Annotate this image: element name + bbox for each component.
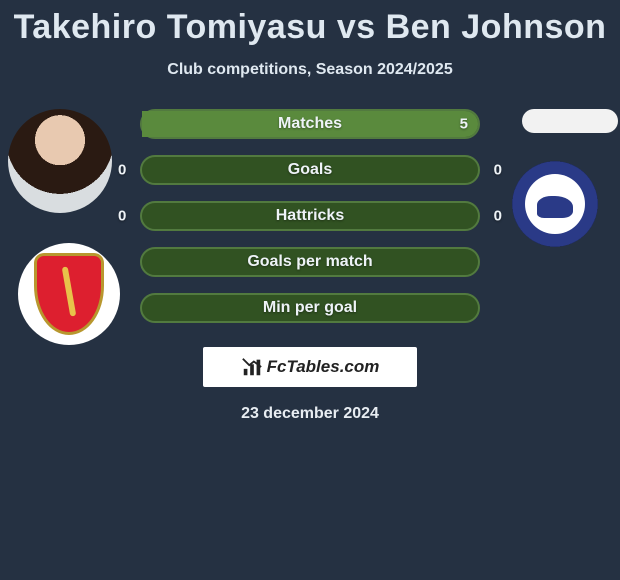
ipswich-crest-icon (525, 174, 585, 234)
stat-label: Hattricks (276, 207, 344, 225)
player-left-avatar (8, 109, 112, 213)
page-subtitle: Club competitions, Season 2024/2025 (0, 61, 620, 79)
stat-label: Min per goal (263, 299, 357, 317)
stat-value-left: 0 (118, 162, 126, 179)
branding-text: FcTables.com (267, 357, 380, 377)
bar-chart-icon (241, 356, 263, 378)
stat-row: Goals00 (140, 155, 480, 185)
player-right-club-crest (512, 161, 598, 247)
page-title: Takehiro Tomiyasu vs Ben Johnson (0, 0, 620, 47)
arsenal-crest-icon (34, 253, 104, 335)
stat-value-right: 0 (494, 208, 502, 225)
player-left-club-crest (18, 243, 120, 345)
stat-row: Matches 5 (140, 109, 480, 139)
player-right-avatar (522, 109, 618, 133)
snapshot-date: 23 december 2024 (0, 405, 620, 423)
stat-value-right: 0 (494, 162, 502, 179)
stat-value-left: 0 (118, 208, 126, 225)
stat-label: Matches (278, 115, 342, 133)
stat-value-right: 5 (460, 116, 468, 133)
comparison-area: Matches5Goals00Hattricks00Goals per matc… (0, 109, 620, 339)
stat-label: Goals (288, 161, 332, 179)
stat-row: Hattricks00 (140, 201, 480, 231)
stat-bars: Matches 5 Goals00 Hattricks00 Goals per matc… (140, 109, 480, 339)
branding-badge: FcTables.com (203, 347, 417, 387)
stat-row: Goals per match (140, 247, 480, 277)
stat-row: Min per goal (140, 293, 480, 323)
stat-label: Goals per match (247, 253, 372, 271)
